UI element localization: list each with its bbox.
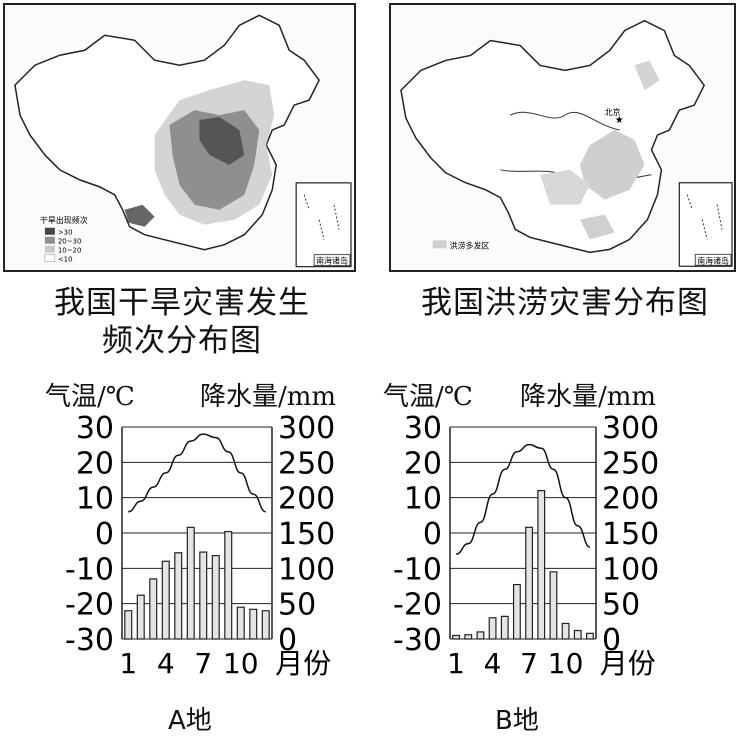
precip-tick-label: 150: [602, 517, 659, 552]
temp-tick-label: 20: [76, 446, 114, 481]
flood-area: [634, 60, 660, 91]
temp-tick-label: 10: [76, 482, 114, 517]
temp-tick-label: -20: [65, 588, 114, 623]
china-outline: [400, 19, 706, 254]
temp-tick-label: -30: [393, 623, 442, 658]
precip-tick-label: 100: [602, 552, 659, 587]
precip-bar: [124, 610, 133, 640]
temp-tick-label: 20: [404, 446, 442, 481]
precip-bar: [500, 615, 509, 640]
precip-bar: [452, 634, 461, 640]
precip-tick-label: 200: [278, 482, 335, 517]
month-tick-label: 7: [194, 647, 212, 680]
precip-bar: [211, 555, 220, 640]
month-tick-label: 7: [520, 647, 538, 680]
yellow-river: [510, 111, 620, 131]
month-tick-label: 10: [223, 647, 259, 680]
month-unit-label: 月份: [600, 647, 656, 680]
beijing-label: 北京: [605, 107, 621, 117]
temp-tick-label: -10: [393, 552, 442, 587]
chart-a-place-label: A地: [168, 706, 212, 736]
drought-legend-item: >30: [58, 229, 73, 237]
beijing-marker: ★: [615, 115, 624, 126]
month-tick-label: 4: [484, 647, 502, 680]
month-tick-label: 10: [548, 647, 584, 680]
precip-bar: [525, 526, 534, 640]
flood-inset-label: 南海诸岛: [697, 255, 729, 265]
temp-tick-label: 0: [95, 517, 114, 552]
temp-tick-label: 0: [423, 517, 442, 552]
flood-map-graphic: ★ 北京 南海诸岛 洪涝多发区: [400, 19, 733, 267]
precip-bar: [249, 608, 258, 640]
flood-map-caption: 我国洪涝灾害分布图: [421, 285, 709, 321]
drought-legend-item: 10~20: [58, 247, 82, 255]
drought-legend-item: 20~30: [58, 238, 82, 246]
month-tick-label: 1: [447, 647, 465, 680]
precip-bar: [161, 560, 170, 640]
precip-bar: [561, 622, 570, 640]
south-sea-inset: [678, 182, 733, 267]
precip-bar: [573, 629, 582, 640]
precip-tick-label: 300: [278, 411, 335, 446]
chart-b-place-label: B地: [495, 706, 539, 736]
precip-bar: [549, 571, 558, 640]
precip-tick-label: 250: [278, 446, 335, 481]
precip-bar: [261, 610, 270, 640]
drought-map: 南海诸岛 干旱出现频次 >30 20~30 10~20 <10: [3, 3, 356, 272]
precip-bar: [236, 606, 245, 640]
precip-bar: [464, 634, 473, 640]
precip-tick-label: 50: [602, 588, 640, 623]
drought-map-graphic: 南海诸岛 干旱出现频次 >30 20~30 10~20 <10: [14, 14, 352, 268]
temperature-line: [455, 443, 591, 555]
flood-area: [579, 214, 615, 240]
drought-legend-title: 干旱出现频次: [40, 215, 88, 225]
precip-bar: [476, 631, 485, 640]
precip-bar: [224, 530, 233, 640]
flood-legend-item: 洪涝多发区: [450, 240, 490, 250]
drought-inset-label: 南海诸岛: [316, 256, 348, 266]
precip-tick-label: 250: [602, 446, 659, 481]
precip-tick-label: 50: [278, 588, 316, 623]
temp-tick-label: -30: [65, 623, 114, 658]
flood-area: [579, 130, 645, 200]
precip-bar: [512, 583, 521, 640]
chart-a-precip-title: 降水量/mm: [200, 382, 337, 412]
precip-tick-label: 200: [602, 482, 659, 517]
precip-bar: [488, 617, 497, 640]
drought-region-sw: [124, 204, 155, 227]
month-tick-label: 4: [157, 647, 175, 680]
precip-tick-label: 0: [278, 623, 297, 658]
precip-bar: [199, 551, 208, 640]
drought-legend-item: <10: [58, 256, 73, 264]
precip-tick-label: 100: [278, 552, 335, 587]
month-unit-label: 月份: [275, 647, 331, 680]
south-sea-inset: [295, 182, 352, 268]
precip-bar: [186, 526, 195, 640]
chart-a-temp-title: 气温/℃: [45, 382, 135, 412]
precip-bar: [174, 552, 183, 640]
flood-map: ★ 北京 南海诸岛 洪涝多发区: [389, 3, 736, 272]
month-tick-label: 1: [119, 647, 137, 680]
drought-map-caption-line1: 我国干旱灾害发生: [54, 285, 310, 321]
temp-tick-label: 10: [404, 482, 442, 517]
drought-region-over-30: [199, 117, 245, 165]
chart-b-temp-title: 气温/℃: [383, 382, 473, 412]
precip-tick-label: 300: [602, 411, 659, 446]
precip-bar: [585, 632, 594, 640]
precip-tick-label: 0: [602, 623, 621, 658]
drought-map-caption-line2: 频次分布图: [102, 323, 262, 359]
precip-bar: [537, 489, 546, 640]
temp-tick-label: -10: [65, 552, 114, 587]
temp-tick-label: -20: [393, 588, 442, 623]
temp-tick-label: 30: [76, 411, 114, 446]
flood-area: [540, 169, 590, 205]
temp-tick-label: 30: [404, 411, 442, 446]
chart-b-precip-title: 降水量/mm: [520, 382, 657, 412]
precip-tick-label: 150: [278, 517, 335, 552]
temperature-line: [128, 433, 266, 513]
precip-bar: [136, 594, 145, 640]
precip-bar: [149, 578, 158, 640]
